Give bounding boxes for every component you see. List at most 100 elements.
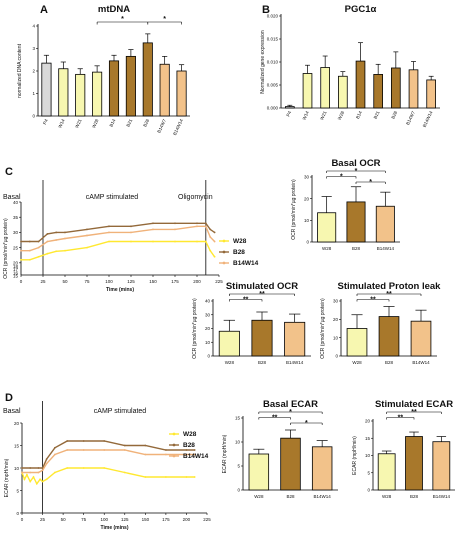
series-point	[130, 240, 132, 243]
series-point	[53, 446, 56, 449]
series-point	[37, 467, 40, 469]
x-tick-label: P4	[42, 118, 49, 126]
x-tick-label: W28	[322, 246, 332, 251]
series-line	[21, 467, 195, 486]
significance-label: *	[289, 409, 292, 416]
y-axis-label: OCR (pmol/min*µg protein)	[3, 218, 9, 279]
x-tick-label: W28	[382, 494, 392, 499]
y-axis-label: OCR (pmol/min*µg protein)	[320, 298, 326, 359]
panel-label-b: B	[262, 4, 270, 16]
series-point	[174, 228, 176, 231]
y-tick-label: 0	[335, 354, 338, 359]
y-tick-label: 10	[205, 340, 211, 345]
chart-title: PGC1α	[345, 4, 377, 15]
significance-label: **	[398, 415, 404, 422]
x-tick-label: 50	[62, 279, 68, 284]
x-tick-label: B28	[286, 494, 295, 499]
series-point	[213, 255, 216, 258]
y-tick-label: 10	[14, 466, 20, 471]
x-tick-label: W14	[57, 118, 66, 129]
x-tick-label: 100	[100, 517, 108, 522]
y-tick-label: 18	[13, 264, 19, 269]
y-tick-label: 0	[32, 114, 35, 119]
x-tick-label: 75	[84, 279, 90, 284]
y-tick-label: 20	[333, 317, 339, 322]
x-tick-label: B14	[355, 110, 363, 120]
series-point	[20, 249, 22, 252]
series-point	[55, 239, 58, 241]
series-point	[53, 471, 56, 474]
significance-label: **	[243, 297, 249, 304]
series-line	[21, 225, 216, 252]
stimulated-ecar-chart: Stimulated ECAR 0 5 10 15 20 ECAR (mpH/min) W28…	[352, 399, 455, 499]
phase-label: Basal	[3, 194, 21, 201]
y-tick-label: 20	[13, 261, 19, 266]
y-tick-label: 35	[13, 215, 19, 220]
series-point	[37, 471, 40, 474]
chart-title: Stimulated ECAR	[375, 399, 453, 410]
x-tick-label: W28	[91, 118, 100, 129]
y-tick-label: 5	[237, 464, 240, 469]
significance-label: **	[259, 291, 265, 298]
legend-marker	[172, 454, 176, 458]
legend-label: B14W14	[183, 453, 209, 460]
series-point	[26, 473, 28, 476]
bar	[320, 67, 330, 109]
series-point	[29, 471, 32, 474]
series-point	[193, 449, 196, 451]
x-tick-label: B21	[125, 118, 133, 128]
x-tick-label: B14W14	[412, 360, 430, 365]
series-point	[204, 222, 207, 225]
legend-label: B28	[233, 249, 245, 256]
series-point	[152, 240, 154, 243]
series-point	[209, 228, 212, 231]
bar	[285, 106, 295, 109]
x-tick-label: 25	[40, 279, 46, 284]
x-tick-label: 150	[149, 279, 157, 284]
x-tick-label: W21	[74, 118, 83, 129]
x-axis-label: Time (mins)	[106, 287, 134, 293]
y-tick-label: 20	[14, 421, 20, 426]
x-tick-label: 125	[127, 279, 135, 284]
basal-ocr-chart: Basal OCR 0 10 20 30 OCR (pmol/min*µg protein…	[291, 158, 400, 251]
mtdna-chart: mtDNA 0 1 2 3 4 normalized DNA content P4 W14 W21…	[17, 4, 190, 136]
significance-label: *	[305, 420, 308, 427]
y-axis-label: normalized DNA content	[17, 43, 23, 98]
bar	[280, 437, 301, 491]
x-tick-label: W14	[301, 110, 310, 121]
chart-title: Basal OCR	[331, 158, 380, 169]
x-tick-label: 225	[215, 279, 223, 284]
y-axis-label: ECAR (mpH/min)	[222, 434, 228, 473]
series-point	[196, 222, 198, 225]
y-axis-label: OCR (pmol/min*µg protein)	[192, 298, 198, 359]
series-point	[213, 231, 216, 234]
series-point	[82, 467, 85, 469]
y-tick-label: 3	[32, 46, 35, 51]
y-tick-label: 0	[237, 488, 240, 493]
series-point	[66, 449, 69, 451]
x-tick-label: W28	[352, 360, 362, 365]
series-point	[123, 444, 126, 447]
series-point	[46, 240, 49, 243]
series-point	[123, 471, 126, 474]
x-tick-label: B28	[142, 118, 150, 128]
bar	[355, 60, 366, 109]
bar	[58, 68, 69, 117]
x-tick-label: B14W14	[433, 494, 451, 499]
x-tick-label: B14W14	[286, 360, 304, 365]
y-tick-label: 0.020	[267, 14, 279, 19]
basal-ecar-chart: Basal ECAR 0 5 10 15 ECAR (mpH/min) W28 B28 B14W…	[222, 399, 338, 499]
series-point	[144, 476, 147, 478]
y-tick-label: 1	[32, 91, 35, 96]
legend-label: B14W14	[233, 260, 259, 267]
stimulated-ocr-chart: Stimulated OCR 0 10 20 30 40 OCR (pmol/min*µg …	[192, 281, 311, 365]
x-tick-label: 200	[193, 279, 201, 284]
bar	[317, 212, 337, 243]
x-tick-label: W28	[254, 494, 264, 499]
series-point	[185, 476, 188, 478]
x-tick-label: W28	[225, 360, 235, 365]
phase-label: Basal	[3, 408, 21, 415]
y-tick-label: 20	[365, 419, 371, 424]
legend-marker	[222, 239, 226, 243]
